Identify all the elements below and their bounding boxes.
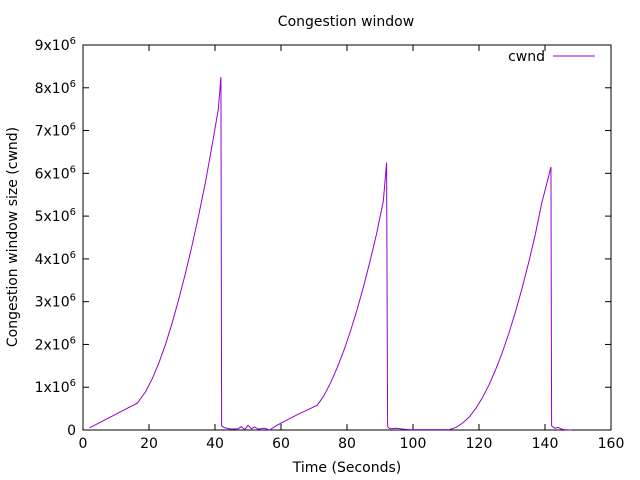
x-tick-label: 140 bbox=[532, 436, 559, 452]
x-tick-label: 40 bbox=[206, 436, 224, 452]
x-tick-label: 100 bbox=[400, 436, 427, 452]
y-tick-label: 5x106 bbox=[35, 207, 76, 225]
y-tick-label: 4x106 bbox=[35, 250, 76, 268]
y-axis-title: Congestion window size (cwnd) bbox=[5, 127, 21, 347]
y-tick-label: 3x106 bbox=[35, 293, 76, 311]
plot-area-border bbox=[82, 44, 612, 431]
x-tick-label: 60 bbox=[272, 436, 290, 452]
x-axis-title: Time (Seconds) bbox=[292, 460, 401, 476]
chart-title: Congestion window bbox=[278, 14, 414, 30]
plot-frame bbox=[82, 44, 612, 431]
y-tick-label: 2x106 bbox=[35, 335, 76, 353]
legend-label-cwnd: cwnd bbox=[508, 49, 545, 65]
y-tick-label: 8x106 bbox=[35, 79, 76, 97]
y-tick-label: 7x106 bbox=[35, 122, 76, 140]
x-tick-label: 160 bbox=[598, 436, 625, 452]
series-line-cwnd bbox=[89, 77, 572, 431]
y-tick-label: 6x106 bbox=[35, 164, 76, 182]
y-axis: 0 1x106 2x106 3x106 4x106 5x106 6x106 7x106 8x10… bbox=[35, 36, 611, 439]
y-tick-label: 0 bbox=[67, 423, 76, 439]
x-tick-label: 80 bbox=[338, 436, 356, 452]
legend: cwnd bbox=[508, 49, 595, 65]
x-axis: 0 20 40 60 80 100 120 140 160 bbox=[79, 45, 625, 452]
x-tick-label: 20 bbox=[140, 436, 158, 452]
series-layer bbox=[89, 77, 572, 431]
y-tick-label: 9x106 bbox=[35, 36, 76, 54]
x-tick-label: 120 bbox=[466, 436, 493, 452]
y-tick-label: 1x106 bbox=[35, 378, 76, 396]
x-tick-label: 0 bbox=[79, 436, 88, 452]
